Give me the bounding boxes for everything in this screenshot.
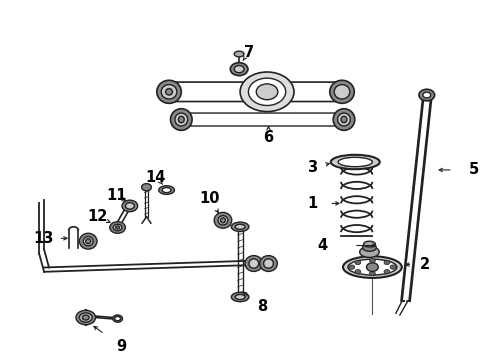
Ellipse shape	[175, 113, 188, 126]
Circle shape	[349, 265, 355, 269]
Ellipse shape	[171, 109, 192, 130]
Text: 12: 12	[87, 209, 107, 224]
Ellipse shape	[159, 186, 174, 194]
Text: 13: 13	[33, 231, 53, 246]
Ellipse shape	[214, 212, 232, 228]
Ellipse shape	[162, 188, 171, 193]
Circle shape	[390, 265, 396, 269]
Text: 7: 7	[244, 45, 254, 60]
Ellipse shape	[235, 224, 245, 229]
Circle shape	[369, 258, 375, 263]
Circle shape	[355, 270, 361, 274]
Polygon shape	[404, 102, 429, 300]
Ellipse shape	[220, 218, 225, 223]
Ellipse shape	[341, 116, 347, 123]
Ellipse shape	[166, 89, 172, 95]
Text: 14: 14	[146, 170, 166, 185]
Ellipse shape	[348, 259, 397, 275]
Ellipse shape	[338, 113, 350, 126]
Ellipse shape	[330, 80, 354, 103]
Ellipse shape	[343, 256, 402, 278]
Text: 10: 10	[199, 191, 220, 206]
Ellipse shape	[86, 239, 91, 244]
Circle shape	[142, 184, 151, 191]
Ellipse shape	[218, 216, 228, 225]
Circle shape	[125, 203, 134, 209]
Circle shape	[76, 310, 96, 325]
Text: 8: 8	[257, 299, 267, 314]
Text: 3: 3	[308, 160, 318, 175]
Ellipse shape	[231, 292, 249, 302]
Ellipse shape	[248, 78, 286, 105]
Ellipse shape	[256, 84, 278, 100]
Circle shape	[82, 315, 89, 320]
Ellipse shape	[245, 256, 263, 271]
Circle shape	[369, 271, 375, 276]
Circle shape	[355, 260, 361, 265]
Ellipse shape	[161, 85, 177, 99]
Circle shape	[122, 200, 138, 212]
Text: 11: 11	[106, 188, 127, 203]
Ellipse shape	[83, 237, 93, 246]
Circle shape	[423, 92, 431, 98]
Ellipse shape	[333, 109, 355, 130]
Circle shape	[384, 260, 390, 265]
Circle shape	[419, 89, 435, 101]
Text: 9: 9	[117, 339, 126, 354]
Ellipse shape	[264, 259, 273, 268]
FancyBboxPatch shape	[166, 82, 343, 102]
Circle shape	[113, 224, 122, 231]
Text: 1: 1	[308, 196, 318, 211]
Text: 4: 4	[318, 238, 327, 253]
Ellipse shape	[79, 233, 97, 249]
Circle shape	[384, 270, 390, 274]
Ellipse shape	[331, 155, 380, 169]
Ellipse shape	[234, 51, 244, 57]
Ellipse shape	[235, 294, 245, 300]
Circle shape	[116, 226, 120, 229]
Circle shape	[367, 263, 378, 271]
Ellipse shape	[260, 256, 277, 271]
Ellipse shape	[363, 244, 376, 251]
Ellipse shape	[234, 66, 244, 73]
Circle shape	[110, 222, 125, 233]
Circle shape	[113, 315, 122, 322]
Ellipse shape	[364, 241, 375, 247]
Ellipse shape	[338, 157, 372, 167]
Text: 2: 2	[420, 257, 430, 272]
Circle shape	[115, 316, 121, 321]
Ellipse shape	[240, 72, 294, 112]
Ellipse shape	[334, 85, 350, 99]
Ellipse shape	[178, 116, 184, 123]
Ellipse shape	[249, 259, 259, 268]
FancyBboxPatch shape	[179, 113, 345, 126]
Ellipse shape	[231, 222, 249, 231]
Text: 6: 6	[264, 130, 273, 145]
Circle shape	[79, 313, 92, 322]
Ellipse shape	[157, 80, 181, 103]
Text: 5: 5	[469, 162, 479, 177]
Ellipse shape	[230, 63, 248, 76]
Ellipse shape	[360, 247, 379, 257]
